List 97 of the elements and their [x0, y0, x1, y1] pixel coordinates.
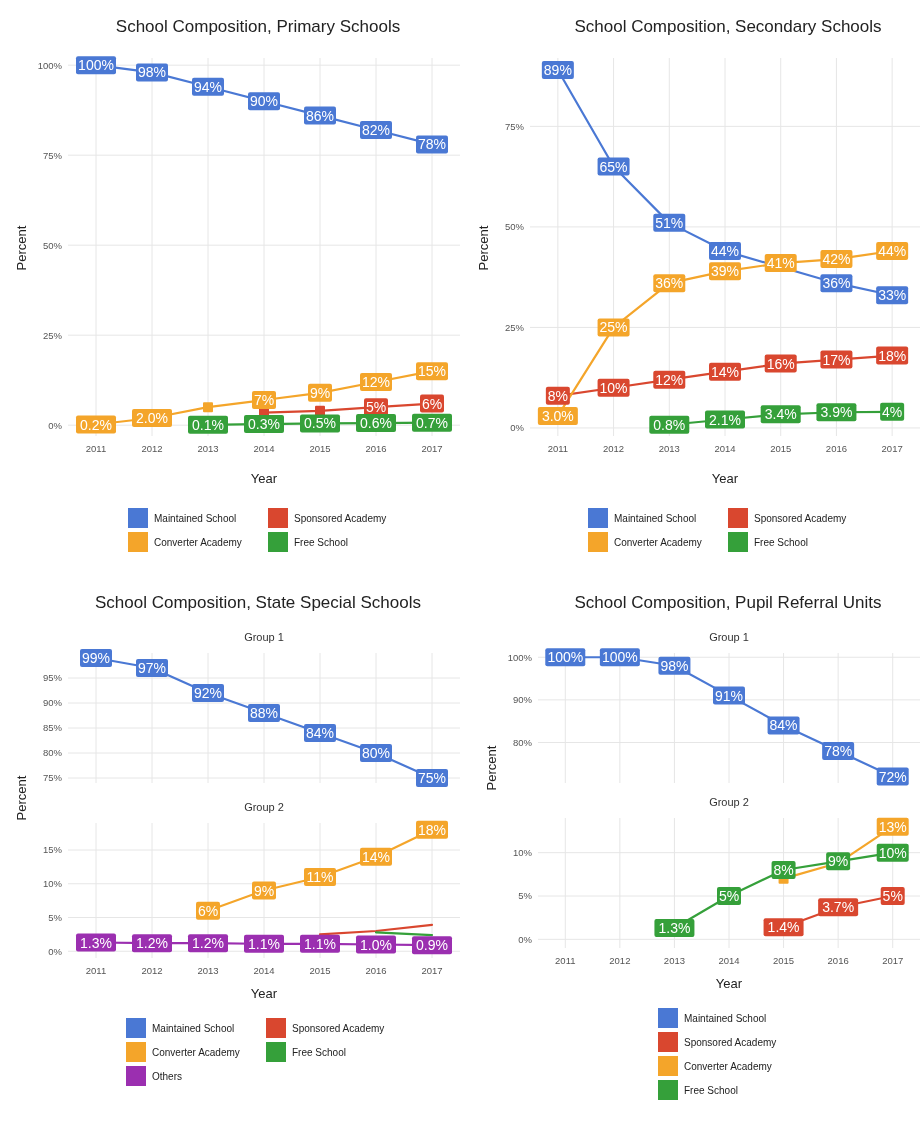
y-tick-label: 0%	[510, 422, 525, 434]
x-tick-label: 2015	[773, 955, 795, 966]
chart-subtitle: Group 2	[244, 801, 284, 813]
data-label: 4%	[882, 403, 903, 420]
x-tick-label: 2016	[827, 955, 849, 966]
legend-label: Sponsored Academy	[292, 1022, 385, 1034]
y-tick-label: 100%	[37, 59, 63, 71]
x-tick-label: 2014	[718, 955, 740, 966]
data-label: 6%	[421, 395, 443, 412]
y-axis-title: Percent	[14, 775, 29, 821]
y-tick-label: 75%	[504, 120, 525, 132]
data-label: 5%	[718, 888, 740, 905]
x-tick-label: 2017	[421, 443, 443, 454]
x-tick-label: 2014	[253, 443, 275, 454]
legend-label: Sponsored Academy	[294, 512, 387, 524]
legend-label: Sponsored Academy	[684, 1036, 777, 1048]
x-tick-label: 2012	[141, 443, 163, 454]
y-tick-label: 50%	[504, 221, 525, 233]
y-tick-label: 10%	[42, 878, 63, 890]
x-tick-label: 2016	[825, 443, 847, 454]
legend-label: Maintained School	[614, 512, 697, 524]
x-tick-label: 2012	[141, 965, 163, 976]
x-tick-label: 2013	[197, 443, 219, 454]
x-tick-label: 2011	[85, 443, 107, 454]
y-tick-label: 5%	[48, 911, 63, 923]
data-label: 7%	[253, 392, 275, 409]
chart-subtitle: Group 2	[709, 796, 749, 808]
legend-label: Free School	[294, 536, 348, 548]
x-axis-title: Year	[250, 471, 278, 486]
legend-label: Sponsored Academy	[754, 512, 847, 524]
y-tick-label: 10%	[512, 846, 533, 858]
x-tick-label: 2014	[253, 965, 275, 976]
x-axis-title: Year	[711, 471, 739, 486]
legend-label: Maintained School	[152, 1022, 235, 1034]
y-tick-label: 85%	[42, 722, 63, 734]
y-axis-title: Percent	[484, 745, 499, 791]
y-tick-label: 80%	[512, 736, 533, 748]
x-tick-label: 2012	[603, 443, 625, 454]
x-tick-label: 2011	[85, 965, 107, 976]
data-label: 5%	[365, 399, 387, 416]
x-tick-label: 2013	[658, 443, 680, 454]
y-tick-label: 0%	[48, 945, 63, 957]
chart-title: School Composition, Secondary Schools	[574, 17, 882, 36]
y-tick-label: 25%	[504, 321, 525, 333]
y-tick-label: 95%	[42, 672, 63, 684]
x-tick-label: 2013	[197, 965, 219, 976]
y-tick-label: 75%	[42, 772, 63, 784]
chart-title: School Composition, State Special Schools	[94, 593, 422, 612]
x-tick-label: 2011	[555, 955, 576, 966]
legend-label: Free School	[292, 1046, 346, 1058]
x-axis-title: Year	[250, 986, 278, 1001]
chart-subtitle: Group 1	[709, 631, 749, 643]
data-label: 5%	[882, 888, 903, 905]
legend-label: Converter Academy	[614, 536, 702, 548]
y-axis-title: Percent	[476, 225, 491, 271]
y-tick-label: 0%	[518, 933, 533, 945]
x-axis-title: Year	[715, 976, 743, 991]
y-tick-label: 25%	[42, 329, 63, 341]
legend-label: Converter Academy	[684, 1060, 772, 1072]
x-tick-label: 2017	[881, 443, 903, 454]
y-tick-label: 50%	[42, 239, 63, 251]
x-tick-label: 2015	[309, 443, 331, 454]
chart-title: School Composition, Pupil Referral Units	[574, 593, 882, 612]
data-label: 8%	[773, 862, 794, 879]
legend-label: Maintained School	[684, 1012, 767, 1024]
y-tick-label: 75%	[42, 149, 63, 161]
x-tick-label: 2017	[421, 965, 443, 976]
y-tick-label: 90%	[42, 697, 63, 709]
y-tick-label: 15%	[42, 844, 63, 856]
data-label: 6%	[197, 902, 219, 919]
x-tick-label: 2015	[770, 443, 792, 454]
x-tick-label: 2011	[547, 443, 569, 454]
legend-label: Converter Academy	[152, 1046, 240, 1058]
data-label: 9%	[253, 882, 275, 899]
y-tick-label: 90%	[512, 694, 533, 706]
x-tick-label: 2016	[365, 965, 387, 976]
x-tick-label: 2014	[714, 443, 736, 454]
data-label: 8%	[547, 387, 568, 404]
legend-label: Converter Academy	[154, 536, 242, 548]
y-tick-label: 100%	[507, 651, 533, 663]
y-axis-title: Percent	[14, 225, 29, 271]
y-tick-label: 0%	[48, 419, 63, 431]
x-tick-label: 2016	[365, 443, 387, 454]
x-tick-label: 2012	[609, 955, 631, 966]
data-label: 9%	[309, 384, 331, 401]
y-tick-label: 80%	[42, 747, 63, 759]
chart-subtitle: Group 1	[244, 631, 284, 643]
x-tick-label: 2013	[663, 955, 685, 966]
x-tick-label: 2017	[882, 955, 904, 966]
legend-label: Maintained School	[154, 512, 237, 524]
legend-label: Free School	[754, 536, 808, 548]
y-tick-label: 5%	[518, 890, 533, 902]
legend-label: Others	[152, 1070, 183, 1082]
x-tick-label: 2015	[309, 965, 331, 976]
legend-label: Free School	[684, 1084, 738, 1096]
chart-title: School Composition, Primary Schools	[115, 17, 401, 36]
data-label: 9%	[828, 853, 849, 870]
